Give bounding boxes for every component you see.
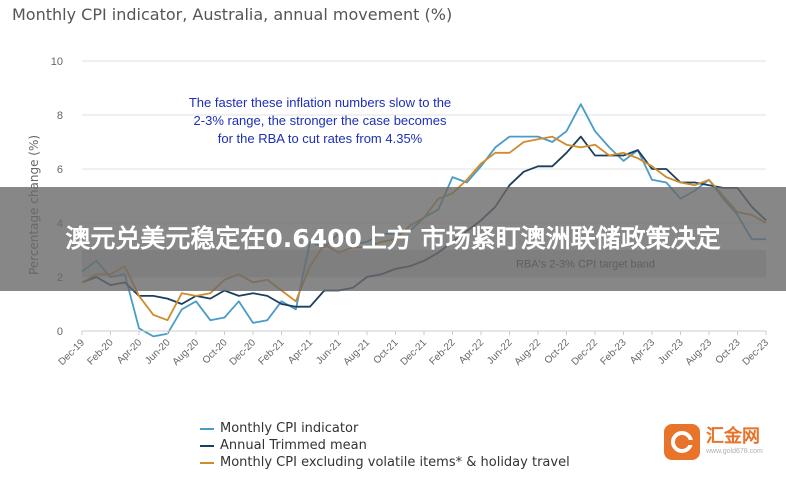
watermark-logo-icon xyxy=(664,424,700,460)
x-tick-label: Jun-20 xyxy=(143,337,173,367)
x-tick-label: Apr-20 xyxy=(115,337,144,366)
annotation-line: 2-3% range, the stronger the case become… xyxy=(194,113,447,128)
x-tick-label: Dec-19 xyxy=(57,337,88,368)
legend-item-2: Annual Trimmed mean xyxy=(200,437,570,454)
legend-swatch xyxy=(200,427,214,430)
x-tick-label: Jun-21 xyxy=(314,337,344,367)
x-tick-label: Feb-21 xyxy=(256,337,286,367)
x-tick-label: Feb-22 xyxy=(427,337,457,367)
x-tick-label: Apr-21 xyxy=(286,337,315,366)
x-tick-label: Aug-20 xyxy=(171,337,202,368)
x-tick-label: Feb-23 xyxy=(598,337,628,367)
watermark: 汇金网 www.gold678.com xyxy=(664,424,763,460)
legend-item-1: Monthly CPI indicator xyxy=(200,420,570,437)
x-tick-label: Aug-23 xyxy=(684,337,715,368)
legend-swatch xyxy=(200,461,214,464)
x-tick-label: Dec-23 xyxy=(741,337,772,368)
x-tick-label: Dec-22 xyxy=(570,337,601,368)
headline-banner: 澳元兑美元稳定在0.6400上方 市场紧盯澳洲联储政策决定 xyxy=(0,187,786,291)
legend-swatch xyxy=(200,444,214,447)
x-tick-label: Jun-22 xyxy=(485,337,515,367)
y-tick-label: 6 xyxy=(57,164,63,176)
watermark-name: 汇金网 xyxy=(706,426,760,447)
x-tick-label: Apr-23 xyxy=(628,337,657,366)
legend: Monthly CPI indicator Annual Trimmed mean… xyxy=(200,420,570,471)
x-tick-label: Apr-22 xyxy=(457,337,486,366)
x-tick-label: Oct-21 xyxy=(372,337,401,366)
headline-text: 澳元兑美元稳定在0.6400上方 市场紧盯澳洲联储政策决定 xyxy=(65,224,721,253)
x-tick-label: Dec-20 xyxy=(228,337,259,368)
x-tick-label: Aug-21 xyxy=(342,337,373,368)
annotation-line: for the RBA to cut rates from 4.35% xyxy=(218,131,423,146)
x-tick-label: Oct-20 xyxy=(201,337,230,366)
annotation-text: The faster these inflation numbers slow … xyxy=(189,95,451,146)
watermark-url: www.gold678.com xyxy=(706,448,763,455)
x-tick-label: Oct-22 xyxy=(543,337,572,366)
legend-item-3: Monthly CPI excluding volatile items* & … xyxy=(200,454,570,471)
x-tick-label: Aug-22 xyxy=(513,337,544,368)
y-tick-label: 0 xyxy=(57,326,63,338)
legend-label: Monthly CPI indicator xyxy=(220,421,359,436)
annotation-line: The faster these inflation numbers slow … xyxy=(189,95,451,110)
y-tick-label: 10 xyxy=(51,56,63,68)
x-tick-label: Jun-23 xyxy=(656,337,686,367)
legend-label: Monthly CPI excluding volatile items* & … xyxy=(220,455,570,470)
legend-label: Annual Trimmed mean xyxy=(220,438,367,453)
y-tick-label: 8 xyxy=(57,110,63,122)
x-tick-label: Oct-23 xyxy=(714,337,743,366)
x-tick-label: Dec-21 xyxy=(399,337,430,368)
chart-title: Monthly CPI indicator, Australia, annual… xyxy=(12,5,453,24)
x-tick-label: Feb-20 xyxy=(85,337,115,367)
